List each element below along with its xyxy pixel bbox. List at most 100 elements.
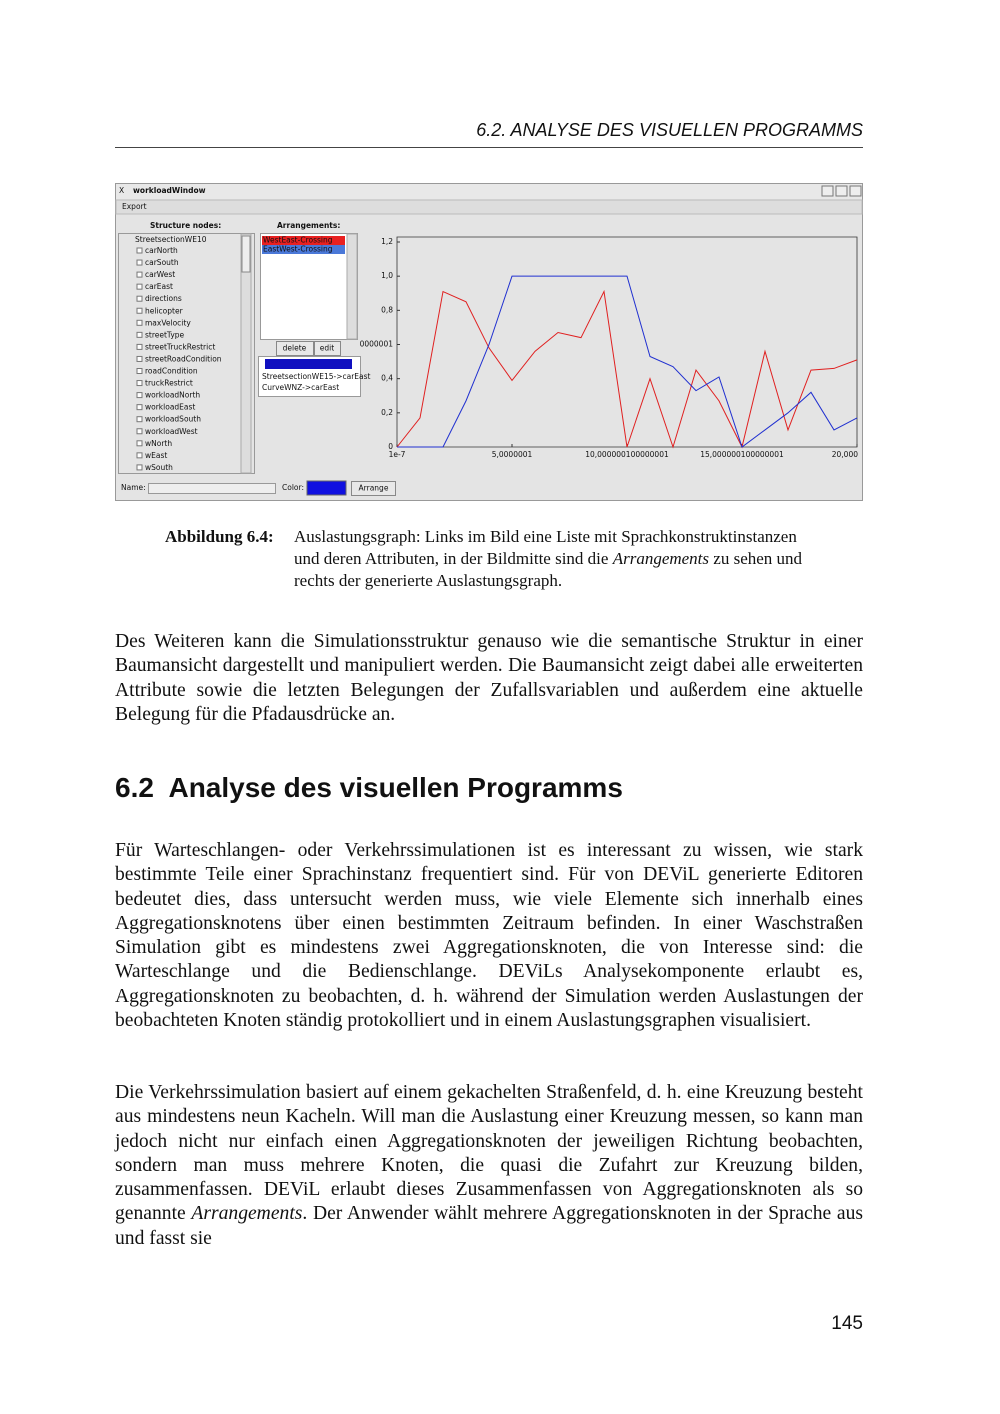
section-heading: 6.2 Analyse des visuellen Programms (115, 772, 623, 804)
text: Arrangements (191, 1203, 303, 1225)
series-line (396, 289, 858, 449)
checkbox (136, 307, 143, 314)
checkbox (136, 464, 143, 471)
name-input (148, 483, 276, 494)
checkbox (136, 404, 143, 411)
text: Die Verkehrssimulation basiert auf einem… (115, 1082, 863, 1225)
x-tick-label: 10,000000100000001 (585, 450, 669, 459)
tree-item: wNorth (145, 439, 172, 448)
selection (262, 236, 345, 245)
caption-text: Auslastungsgraph: Links im Bild eine Lis… (294, 526, 825, 592)
section-number: 6.2 (115, 772, 154, 803)
series-line (397, 275, 858, 448)
button (314, 341, 341, 356)
x-tick-label: 15,000000100000001 (700, 450, 784, 459)
tree-item: wEast (145, 451, 167, 460)
text: Für Warteschlangen- oder Verkehrssimulat… (115, 840, 863, 1032)
tree-item: streetRoadCondition (145, 354, 222, 363)
window-button (849, 185, 862, 197)
checkbox (136, 355, 143, 362)
scroll-thumb (241, 235, 251, 273)
text: . Der Anwender wählt mehrere Aggregation… (115, 1203, 864, 1249)
field-label: Name: (121, 483, 146, 492)
button-label: edit (320, 344, 334, 353)
selection (265, 359, 352, 369)
selection (262, 245, 345, 254)
color-button (306, 480, 347, 496)
checkbox (136, 271, 143, 278)
y-tick-label: 0000001 (360, 340, 394, 349)
x-tick-label: 20,000 (832, 450, 858, 459)
checkbox (136, 259, 143, 266)
tree-item: directions (145, 294, 182, 303)
field-label: Color: (282, 483, 304, 492)
y-tick-label: 0,4 (381, 374, 393, 383)
tree-item: workloadSouth (145, 415, 201, 424)
title-bar (116, 184, 862, 199)
scrollbar (346, 233, 358, 340)
arrangement-item: EastWest-Crossing (263, 245, 333, 254)
tree-item: carWest (145, 270, 175, 279)
button-label: delete (283, 344, 307, 353)
tree-item: streetType (145, 330, 185, 339)
checkbox (136, 452, 143, 459)
paragraph: Des Weiteren kann die Simulationsstruktu… (115, 630, 863, 727)
tree-item: workloadWest (145, 427, 198, 436)
window-title: workloadWindow (133, 186, 206, 195)
panel-label: Arrangements: (277, 221, 340, 230)
menu-bar (115, 199, 863, 215)
panel-label: Structure nodes: (150, 221, 221, 230)
checkbox (136, 428, 143, 435)
y-tick-label: 1,2 (381, 237, 393, 246)
tree-item: carSouth (145, 258, 179, 267)
paragraph: Für Warteschlangen- oder Verkehrssimulat… (115, 839, 863, 1033)
text: Des Weiteren kann die Simulationsstruktu… (115, 631, 863, 725)
tree-item: truckRestrict (145, 379, 193, 388)
scrollbar (240, 233, 252, 474)
tree-item: roadCondition (145, 367, 198, 376)
tree-item: workloadNorth (145, 391, 200, 400)
close-icon: X (119, 186, 124, 195)
checkbox (136, 392, 143, 399)
button (351, 481, 396, 496)
checkbox (136, 368, 143, 374)
text: Auslastungsgraph: Links im Bild eine Lis… (294, 527, 797, 568)
text: Arrangements (612, 549, 710, 568)
tree-item: workloadEast (145, 403, 195, 412)
x-tick-label: 1e-7 (389, 450, 406, 459)
caption: Abbildung 6.4: Auslastungsgraph: Links i… (165, 526, 825, 592)
checkbox (136, 247, 143, 254)
checkbox (136, 416, 143, 423)
window-button (835, 185, 848, 197)
caption-label: Abbildung 6.4: (165, 527, 274, 546)
tree-root: StreetsectionWE10 (135, 235, 207, 244)
y-tick-label: 1,0 (381, 271, 393, 280)
member-item: CurveWNZ->carEast (262, 383, 339, 392)
checkbox (136, 380, 143, 387)
paragraph: Die Verkehrssimulation basiert auf einem… (115, 1081, 863, 1251)
arrangement-item: WestEast-Crossing (263, 236, 333, 245)
tree-item: helicopter (145, 306, 184, 315)
tree-item: wSouth (145, 463, 173, 472)
button-label: Arrange (359, 484, 389, 493)
y-tick-label: 0,2 (381, 408, 393, 417)
axis-frame (396, 236, 858, 448)
x-tick-label: 5,0000001 (492, 450, 533, 459)
checkbox (136, 440, 143, 447)
y-tick-label: 0,8 (381, 305, 393, 314)
member-item: StreetsectionWE15->carEast (262, 372, 371, 381)
menu-item: Export (122, 202, 147, 211)
checkbox (136, 319, 143, 326)
checkbox (136, 283, 143, 290)
tree-item: carEast (145, 282, 173, 291)
tree-item: streetTruckRestrict (145, 342, 215, 351)
checkbox (136, 295, 143, 302)
page-number: 145 (831, 1313, 863, 1334)
checkbox (136, 331, 143, 338)
y-tick-label: 0 (388, 442, 393, 451)
window-button (821, 185, 834, 197)
text: zu sehen und rechts der generierte Ausla… (294, 549, 803, 590)
header-rule (115, 147, 863, 148)
